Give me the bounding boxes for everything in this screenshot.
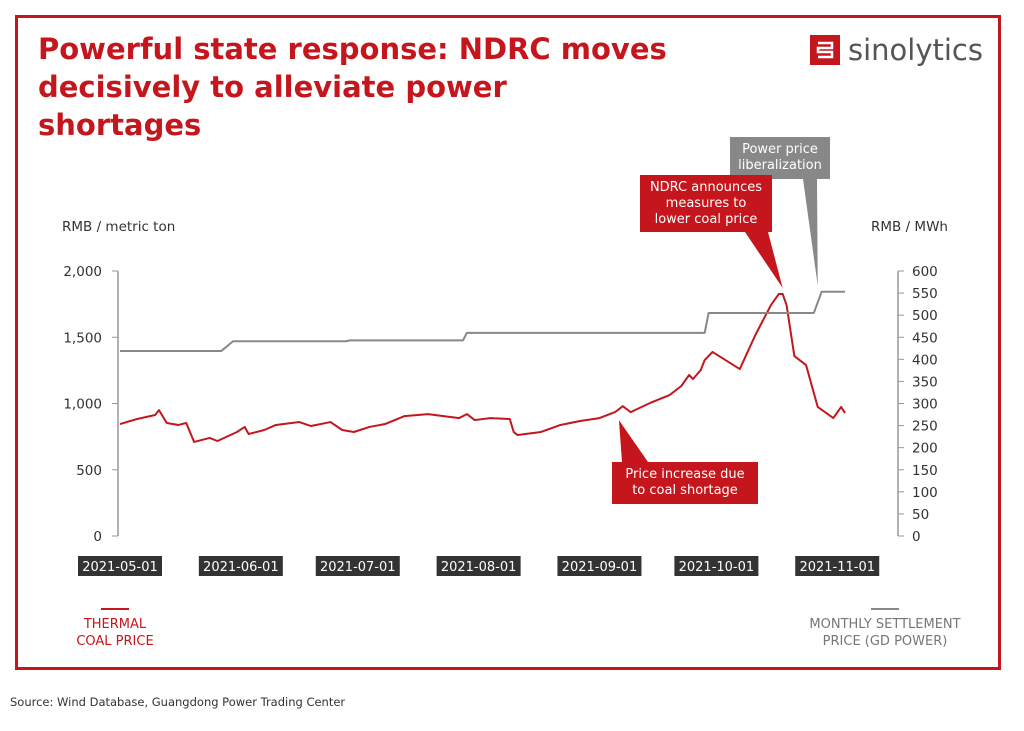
brand-logo: sinolytics xyxy=(810,33,983,67)
right-tick-label: 200 xyxy=(912,441,938,457)
legend-coal-label: THERMAL COAL PRICE xyxy=(76,617,154,649)
coal-price-line xyxy=(119,293,846,443)
left-tick-label: 500 xyxy=(76,463,102,479)
annotation-text: to coal shortage xyxy=(632,483,738,498)
x-tick-label: 2021-11-01 xyxy=(799,560,875,575)
x-tick-label: 2021-05-01 xyxy=(82,560,158,575)
x-tick-label: 2021-07-01 xyxy=(320,560,396,575)
right-tick-label: 350 xyxy=(912,374,938,390)
x-tick-label-bg xyxy=(198,556,283,576)
right-tick-label: 600 xyxy=(912,264,938,280)
chart-frame xyxy=(15,15,1001,670)
source-note: Source: Wind Database, Guangdong Power T… xyxy=(10,695,346,709)
annotation-pointer xyxy=(618,420,648,462)
right-tick-label: 0 xyxy=(912,529,921,545)
x-tick-label-bg xyxy=(674,556,759,576)
right-tick-label: 50 xyxy=(912,507,929,523)
x-tick-label-bg xyxy=(795,556,880,576)
legend-coal: THERMAL COAL PRICE xyxy=(70,608,160,650)
annotation-text: NDRC announces xyxy=(650,180,762,195)
right-tick-label: 250 xyxy=(912,419,938,435)
left-tick-label: 0 xyxy=(93,529,102,545)
annotation-text: measures to xyxy=(666,196,747,211)
x-tick-label: 2021-06-01 xyxy=(203,560,279,575)
x-tick-label-bg xyxy=(315,556,400,576)
logo-mark-icon xyxy=(810,35,840,65)
power-price-line xyxy=(120,290,846,352)
annotation-pointer xyxy=(745,232,783,289)
annotation-text: Power price xyxy=(742,142,818,157)
right-tick-label: 550 xyxy=(912,286,938,302)
x-tick-label: 2021-08-01 xyxy=(441,560,517,575)
right-tick-label: 300 xyxy=(912,397,938,413)
right-tick-label: 150 xyxy=(912,463,938,479)
right-axis-label: RMB / MWh xyxy=(871,219,948,235)
right-tick-label: 400 xyxy=(912,352,938,368)
legend-power-swatch xyxy=(871,608,899,610)
x-tick-label-bg xyxy=(78,556,162,576)
annotation-box xyxy=(612,462,758,504)
x-tick-label: 2021-09-01 xyxy=(562,560,638,575)
left-axis-label: RMB / metric ton xyxy=(62,219,175,235)
annotation-box xyxy=(730,137,830,179)
annotation-text: Price increase due xyxy=(625,467,744,482)
left-tick-label: 1,000 xyxy=(63,397,102,413)
x-tick-label-bg xyxy=(557,556,642,576)
annotation-text: lower coal price xyxy=(655,212,758,227)
x-tick-label-bg xyxy=(436,556,521,576)
legend-power-label: MONTHLY SETTLEMENT PRICE (GD POWER) xyxy=(809,617,961,649)
left-tick-label: 2,000 xyxy=(63,264,102,280)
chart-title: Powerful state response: NDRC moves deci… xyxy=(38,32,667,142)
brand-name: sinolytics xyxy=(848,33,983,67)
right-tick-label: 100 xyxy=(912,485,938,501)
x-tick-label: 2021-10-01 xyxy=(679,560,755,575)
annotation-text: liberalization xyxy=(738,158,822,173)
legend-coal-swatch xyxy=(101,608,129,610)
right-tick-label: 500 xyxy=(912,308,938,324)
annotation-pointer xyxy=(803,179,818,286)
annotation-box xyxy=(640,175,772,232)
left-tick-label: 1,500 xyxy=(63,330,102,346)
right-tick-label: 450 xyxy=(912,330,938,346)
legend-power: MONTHLY SETTLEMENT PRICE (GD POWER) xyxy=(800,608,970,650)
